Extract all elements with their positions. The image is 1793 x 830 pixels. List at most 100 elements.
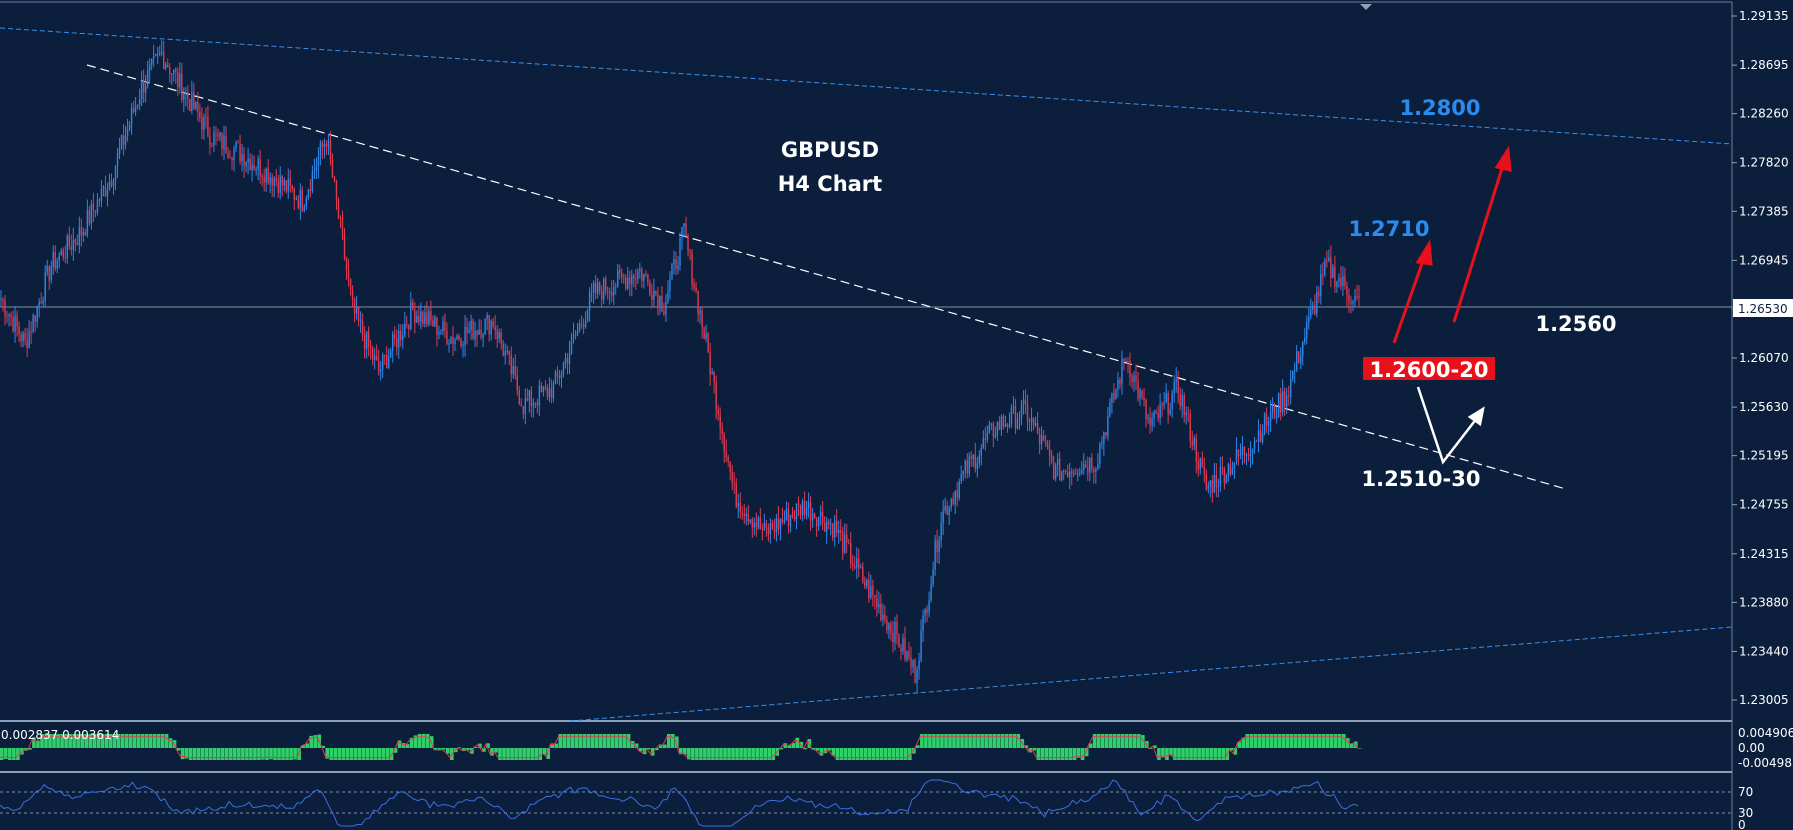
macd-bar [297, 748, 301, 760]
candle [16, 310, 18, 337]
candle [619, 264, 621, 280]
candle [480, 319, 482, 340]
candle [142, 69, 145, 103]
candle [398, 323, 400, 359]
candle [1175, 367, 1177, 393]
candle [789, 514, 792, 533]
macd-bar [908, 748, 912, 760]
candle [323, 138, 326, 159]
macd-bar [546, 748, 551, 759]
macd-bar [1273, 734, 1278, 748]
candle [98, 197, 101, 207]
candle [781, 507, 784, 526]
macd-bar [1313, 734, 1318, 748]
macd-tick-mid: 0.00 [1738, 741, 1765, 755]
candle [1191, 430, 1193, 451]
candle [769, 518, 772, 544]
macd-bar [1004, 734, 1009, 748]
macd-bar [1092, 734, 1097, 748]
candle [359, 311, 362, 333]
candle [1179, 387, 1181, 411]
candle [167, 58, 169, 68]
macd-bar [200, 748, 205, 760]
macd-bar [787, 745, 792, 748]
macd-bar [526, 748, 530, 760]
candle [848, 539, 850, 545]
candle [86, 199, 89, 238]
candle [721, 422, 723, 445]
candle [498, 328, 500, 344]
macd-bar [751, 748, 755, 760]
candle [394, 326, 396, 347]
candle [645, 270, 647, 278]
candle [1261, 424, 1264, 445]
macd-bar [1293, 734, 1298, 748]
candle [1271, 397, 1274, 419]
macd-bar [594, 734, 599, 748]
candle [665, 294, 667, 323]
candle [540, 381, 543, 393]
candle [815, 517, 818, 537]
macd-bar [875, 748, 880, 760]
macd-bar [522, 748, 526, 760]
candle [345, 256, 348, 280]
candle [524, 388, 527, 425]
candle [1119, 377, 1121, 390]
candle [996, 421, 999, 441]
candle [1123, 358, 1125, 371]
candle [1239, 443, 1242, 460]
candle [819, 505, 822, 526]
macd-bar [116, 734, 121, 748]
candle [1073, 469, 1075, 477]
candle [968, 452, 970, 478]
macd-bar [1036, 748, 1041, 760]
candle [58, 252, 60, 269]
macd-bar [835, 748, 840, 760]
macd-bar [763, 748, 767, 760]
candle [837, 520, 840, 544]
candle [651, 283, 653, 309]
candle [647, 273, 649, 287]
macd-bar [1349, 743, 1354, 748]
candle [1334, 255, 1336, 293]
candle [992, 421, 995, 448]
macd-bar [0, 748, 4, 760]
candle [753, 517, 756, 536]
macd-bar [273, 748, 277, 760]
candle [375, 344, 378, 361]
candle [1318, 286, 1320, 304]
candle [1034, 416, 1037, 428]
candle [623, 273, 625, 284]
candle [980, 444, 983, 466]
candle [1069, 462, 1071, 490]
macd-bar [1193, 748, 1197, 760]
macd-bar [1169, 748, 1173, 756]
candle [32, 313, 34, 334]
candle [114, 164, 117, 191]
candle [1287, 385, 1290, 406]
candle [347, 258, 350, 287]
candle [791, 506, 794, 519]
candle [683, 222, 685, 237]
price-tick-label: 1.27385 [1739, 204, 1789, 218]
macd-bar [233, 748, 237, 760]
candle [801, 498, 804, 522]
candle [90, 199, 93, 230]
candle [307, 188, 310, 201]
candle [1149, 407, 1151, 434]
macd-bar [156, 734, 161, 748]
macd-bar [474, 747, 478, 748]
candle [1028, 417, 1031, 432]
candle [542, 385, 545, 397]
candle [468, 321, 470, 334]
macd-bar [417, 734, 422, 748]
candle [615, 282, 617, 295]
candle [1312, 301, 1314, 315]
candle [1326, 250, 1328, 268]
candle [952, 492, 954, 506]
candle [637, 268, 639, 284]
candle [827, 519, 830, 530]
candle [355, 296, 358, 320]
macd-bar [1265, 734, 1270, 748]
candle [349, 278, 352, 296]
